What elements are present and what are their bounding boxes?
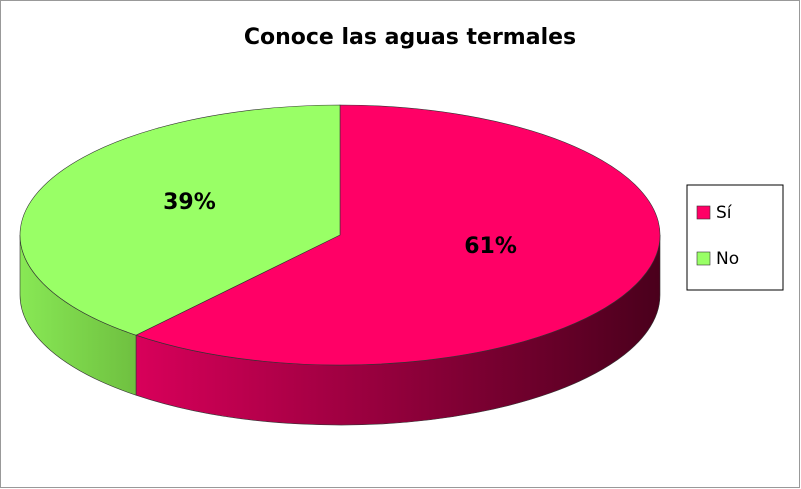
legend-swatch: [696, 251, 711, 266]
legend-label: No: [716, 249, 739, 269]
slice: [135, 104, 661, 366]
data-label: 61%: [464, 234, 517, 259]
legend-box: [686, 184, 784, 291]
slice: [19, 104, 341, 336]
legend-label: Sí: [716, 203, 733, 223]
chart-title: Conoce las aguas termales: [244, 25, 576, 50]
legend-swatch: [696, 205, 711, 220]
data-label: 39%: [163, 190, 216, 215]
